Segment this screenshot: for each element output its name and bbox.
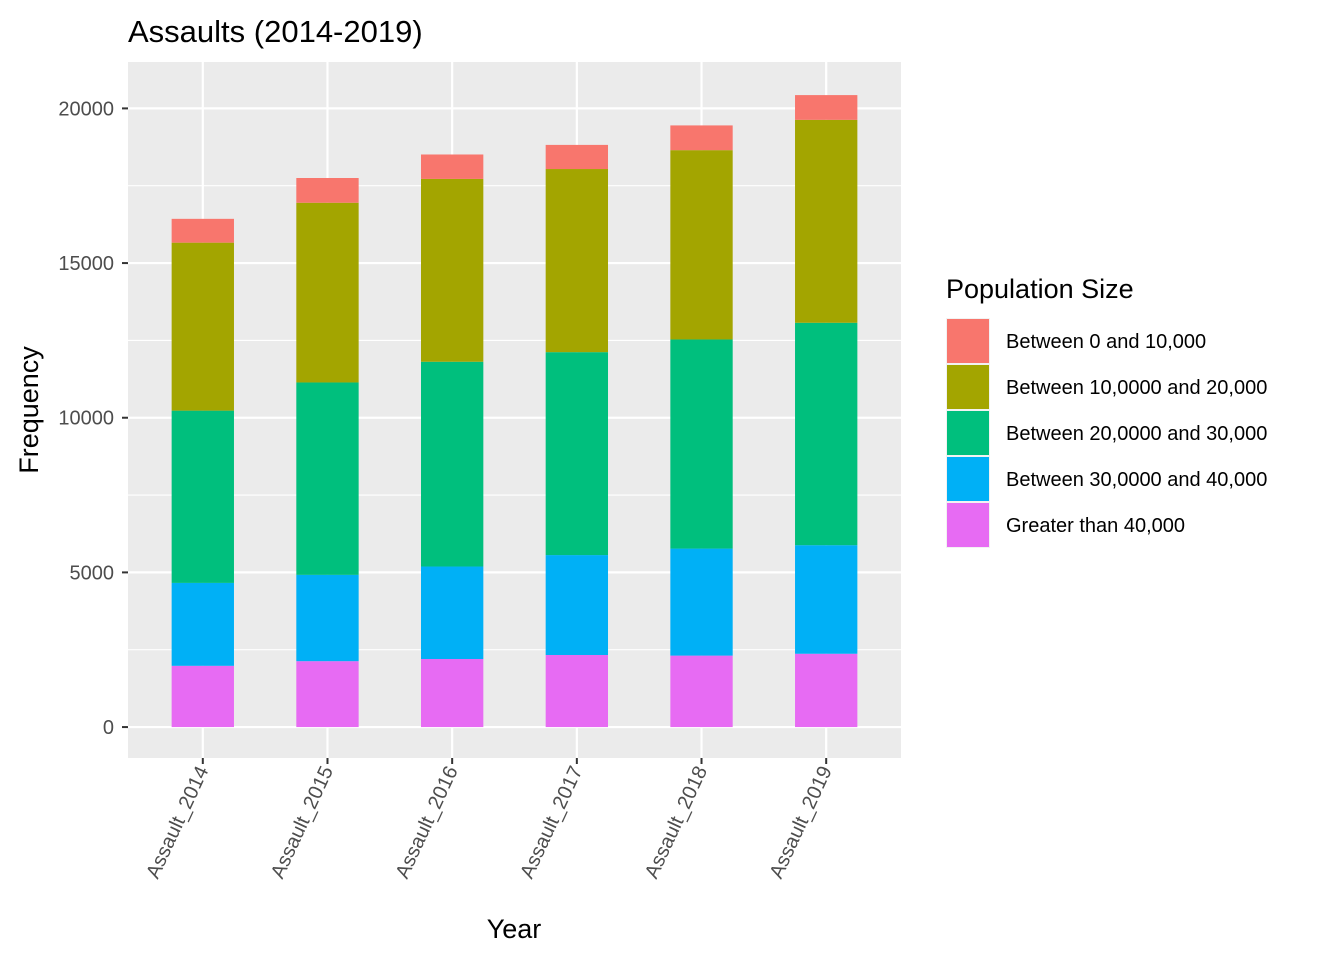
y-tick-label: 10000 xyxy=(58,408,114,430)
x-axis: Assault_2014 Assault_2015 Assault_2016 Assa… xyxy=(142,758,837,882)
x-tick-label: Assault_2014 xyxy=(142,763,213,882)
y-tick-label: 5000 xyxy=(70,562,115,584)
bar-segment xyxy=(171,218,234,243)
x-axis-title: Year xyxy=(487,914,542,944)
legend-swatch xyxy=(947,411,989,455)
bar-segment xyxy=(420,659,484,728)
bar-segment xyxy=(171,665,234,728)
bar-segment xyxy=(296,178,359,203)
x-tick-label: Assault_2018 xyxy=(641,763,712,882)
bar-segment xyxy=(420,566,484,660)
legend-label: Greater than 40,000 xyxy=(1006,515,1185,537)
bar-segment xyxy=(545,144,609,170)
legend-swatch xyxy=(947,365,989,409)
legend-title: Population Size xyxy=(946,274,1134,304)
legend-label: Between 20,0000 and 30,000 xyxy=(1006,423,1267,445)
bar-segment xyxy=(296,202,359,383)
bar-segment xyxy=(795,322,858,546)
legend-items: Between 0 and 10,000 Between 10,0000 and … xyxy=(946,318,1267,548)
y-tick-label: 15000 xyxy=(58,253,114,275)
x-tick-label: Assault_2016 xyxy=(392,763,463,882)
legend-swatch xyxy=(947,319,989,363)
plot-panel xyxy=(128,62,901,758)
bar-segment xyxy=(545,555,609,655)
bar-segment xyxy=(296,661,359,728)
bar-segment xyxy=(171,582,234,666)
y-tick-label: 20000 xyxy=(58,98,114,120)
bar-segment xyxy=(420,361,484,567)
x-tick-label: Assault_2019 xyxy=(766,763,837,882)
bar-segment xyxy=(795,545,858,654)
legend-swatch xyxy=(947,503,989,547)
bar-segment xyxy=(420,154,484,179)
y-tick-label: 0 xyxy=(103,717,114,739)
bar-segment xyxy=(795,653,858,728)
legend-swatch xyxy=(947,457,989,501)
bar-segment xyxy=(670,339,733,549)
y-axis: 0 5000 10000 15000 20000 xyxy=(58,98,128,739)
legend-label: Between 30,0000 and 40,000 xyxy=(1006,469,1267,491)
bar-segment xyxy=(670,150,733,340)
bar-segment xyxy=(670,655,733,728)
bar-segment xyxy=(171,410,234,583)
bars xyxy=(171,95,858,728)
legend: Population Size Between 0 and 10,000Betw… xyxy=(946,274,1267,548)
x-tick-label: Assault_2017 xyxy=(516,763,587,882)
bar-segment xyxy=(545,169,609,353)
bar-segment xyxy=(171,242,234,411)
legend-label: Between 10,0000 and 20,000 xyxy=(1006,377,1267,399)
x-tick-label: Assault_2015 xyxy=(267,763,338,882)
bar-segment xyxy=(670,548,733,656)
legend-label: Between 0 and 10,000 xyxy=(1006,331,1206,353)
bar-segment xyxy=(296,574,359,662)
bar-segment xyxy=(545,352,609,556)
bar-segment xyxy=(670,125,733,151)
bar-segment xyxy=(296,382,359,575)
chart-title: Assaults (2014-2019) xyxy=(128,14,423,49)
bar-segment xyxy=(795,119,858,323)
bar-segment xyxy=(420,178,484,362)
y-axis-title: Frequency xyxy=(14,346,44,474)
bar-segment xyxy=(545,654,609,728)
bar-segment xyxy=(795,95,858,120)
